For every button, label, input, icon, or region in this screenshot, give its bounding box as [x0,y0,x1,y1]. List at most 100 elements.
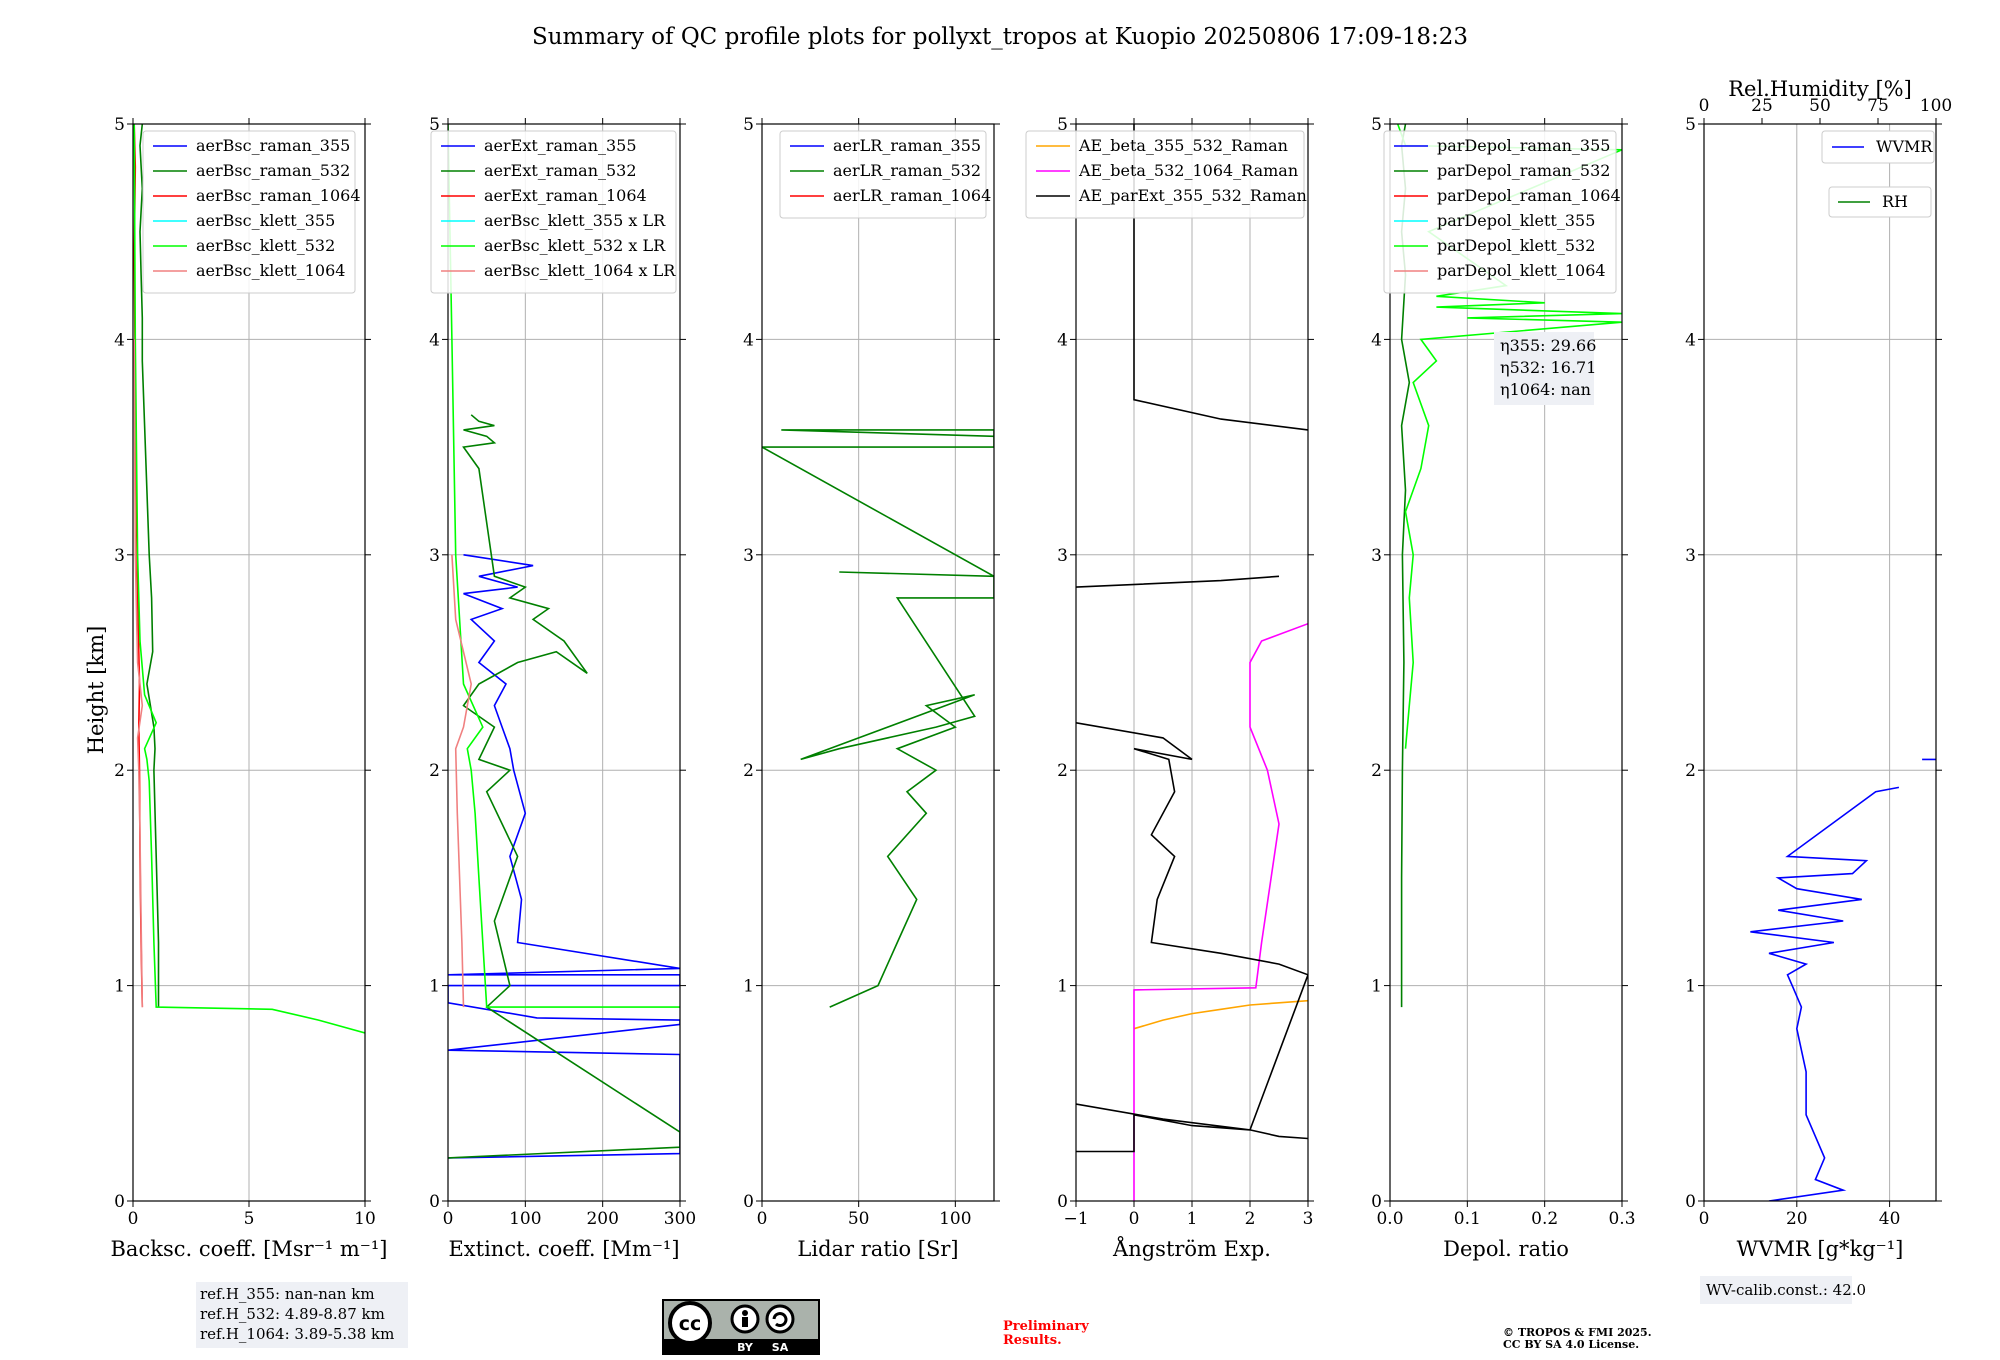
legend-label: aerBsc_klett_532 x LR [484,236,666,255]
legend-label: aerBsc_klett_1064 [196,261,345,280]
panel-6: 0 20 40 0 1 2 3 4 5 WVMR [g*kg⁻¹] 0 25 50 75 100 Rel.Hu… [1685,77,1952,1261]
x-axis-label: Ångström Exp. [1112,1236,1271,1261]
legend-label: aerLR_raman_355 [833,136,981,155]
y-tick-label: 1 [1371,977,1382,997]
legend-label: AE_beta_532_1064_Raman [1078,161,1298,180]
y-tick-label: 2 [429,761,440,781]
rh-tick-label: 75 [1867,96,1889,116]
legend-label: aerExt_raman_355 [484,136,637,155]
y-tick-label: 5 [743,115,754,135]
series-line-ae-parext-355-532-raman [1076,124,1308,1153]
legend-label: aerBsc_raman_355 [196,136,350,155]
y-tick-label: 4 [1685,330,1696,350]
y-tick-label: 3 [1057,546,1068,566]
x-tick-label: 5 [244,1209,255,1229]
legend-label: aerLR_raman_532 [833,161,981,180]
legend: aerExt_raman_355 aerExt_raman_532 aerExt_r… [430,130,677,294]
cc-by-sa-badge: cc BY SA [662,1299,820,1355]
series-line-wvmr [1750,758,1936,1201]
x-tick-label: 10 [354,1209,376,1229]
y-tick-label: 5 [114,115,125,135]
y-tick-label: 2 [1057,761,1068,781]
x-tick-label: 0.3 [1608,1209,1635,1229]
x-tick-label: 200 [586,1209,618,1229]
series-line-aerbsc-klett-532 [133,124,365,1034]
ref-height-355: ref.H_355: nan-nan km [200,1285,375,1303]
preliminary-note-line1: Preliminary [1003,1319,1089,1334]
y-tick-label: 5 [1057,115,1068,135]
x-tick-label: 100 [939,1209,971,1229]
y-tick-label: 2 [1685,761,1696,781]
eta-annotation: η355: 29.66 η532: 16.71 η1064: nan [1494,332,1596,405]
panel-1: 0 5 10 0 1 2 3 4 5 Backsc. coeff. [Msr⁻¹ m⁻¹] aerB… [111,115,388,1261]
legend-label: aerLR_raman_1064 [833,186,991,205]
x-tick-label: 2 [1245,1209,1256,1229]
legend-label: parDepol_klett_355 [1437,211,1595,230]
legend-frame [1821,130,1935,164]
legend-frame [1025,130,1305,219]
legend: aerBsc_raman_355 aerBsc_raman_532 aerBsc_r… [142,130,361,294]
panel-3: 0 50 100 0 1 2 3 4 5 Lidar ratio [Sr] aerLR_raman_… [743,115,1000,1261]
x-axis-label: Lidar ratio [Sr] [797,1237,958,1261]
x-axis-label: Extinct. coeff. [Mm⁻¹] [448,1237,679,1261]
series-group [1750,758,1936,1201]
series-group [1076,124,1308,1201]
legend-label: parDepol_klett_532 [1437,236,1595,255]
y-tick-label: 5 [1685,115,1696,135]
eta-line: η1064: nan [1500,380,1591,399]
y-tick-label: 1 [1685,977,1696,997]
ref-height-1064: ref.H_1064: 3.89-5.38 km [200,1325,394,1343]
y-tick-label: 2 [1371,761,1382,781]
legend: aerLR_raman_355 aerLR_raman_532 aerLR_rama… [779,130,991,219]
y-tick-label: 1 [429,977,440,997]
rh-tick-label: 100 [1920,96,1952,116]
y-axis-label: Height [km] [84,626,108,755]
y-tick-label: 1 [114,977,125,997]
y-tick-label: 4 [743,330,754,350]
legend-label: AE_parExt_355_532_Raman [1078,186,1307,205]
legend: AE_beta_355_532_Raman AE_beta_532_1064_Ra… [1025,130,1307,219]
copyright-line2: CC BY SA 4.0 License. [1503,1338,1639,1351]
axes-frame [1389,123,1623,1202]
x-tick-label: 0 [128,1209,139,1229]
x-tick-label: 0 [757,1209,768,1229]
y-tick-label: 4 [1371,330,1382,350]
series-line-ae-beta-355-532-raman [1133,999,1308,1030]
y-tick-label: 0 [743,1192,754,1212]
ref-heights-box: ref.H_355: nan-nan km ref.H_532: 4.89-8.… [196,1282,408,1348]
by-label: BY [737,1341,754,1354]
y-tick-label: 0 [114,1192,125,1212]
rh-axis-label: Rel.Humidity [%] [1728,77,1912,101]
sa-label: SA [772,1341,789,1354]
x-tick-label: 20 [1786,1209,1808,1229]
series-line-aerbsc-raman-532 [139,124,160,1008]
x-tick-label: 100 [509,1209,541,1229]
legend-label: aerExt_raman_532 [484,161,637,180]
x-tick-label: 0.0 [1376,1209,1403,1229]
eta-line: η355: 29.66 [1500,336,1596,355]
y-tick-label: 0 [1685,1192,1696,1212]
wv-calib-text: WV-calib.const.: 42.0 [1706,1281,1866,1299]
legend-frame-rh [1828,186,1932,218]
legend-label: aerBsc_klett_532 [196,236,335,255]
x-tick-label: 50 [848,1209,870,1229]
series-line-aerext-raman-355 [448,554,680,1159]
legend-label: aerBsc_raman_532 [196,161,350,180]
x-tick-label: 0 [443,1209,454,1229]
cc-logo-icon [668,1301,712,1345]
x-tick-label: 0 [1699,1209,1710,1229]
legend-label: parDepol_klett_1064 [1437,261,1606,280]
x-axis-label: Backsc. coeff. [Msr⁻¹ m⁻¹] [111,1237,388,1261]
sa-sharealike-icon [765,1304,795,1334]
axes-frame [447,123,681,1202]
x-tick-label: 3 [1303,1209,1314,1229]
legend: parDepol_raman_355 parDepol_raman_532 parD… [1383,130,1621,294]
wv-calib-box: WV-calib.const.: 42.0 [1700,1276,1866,1304]
series-line-aerext-raman-532 [448,414,680,1159]
series-line-aerbsc-klett-1064-x-lr [451,554,473,1008]
y-tick-label: 2 [743,761,754,781]
legend-label: aerBsc_klett_355 [196,211,335,230]
